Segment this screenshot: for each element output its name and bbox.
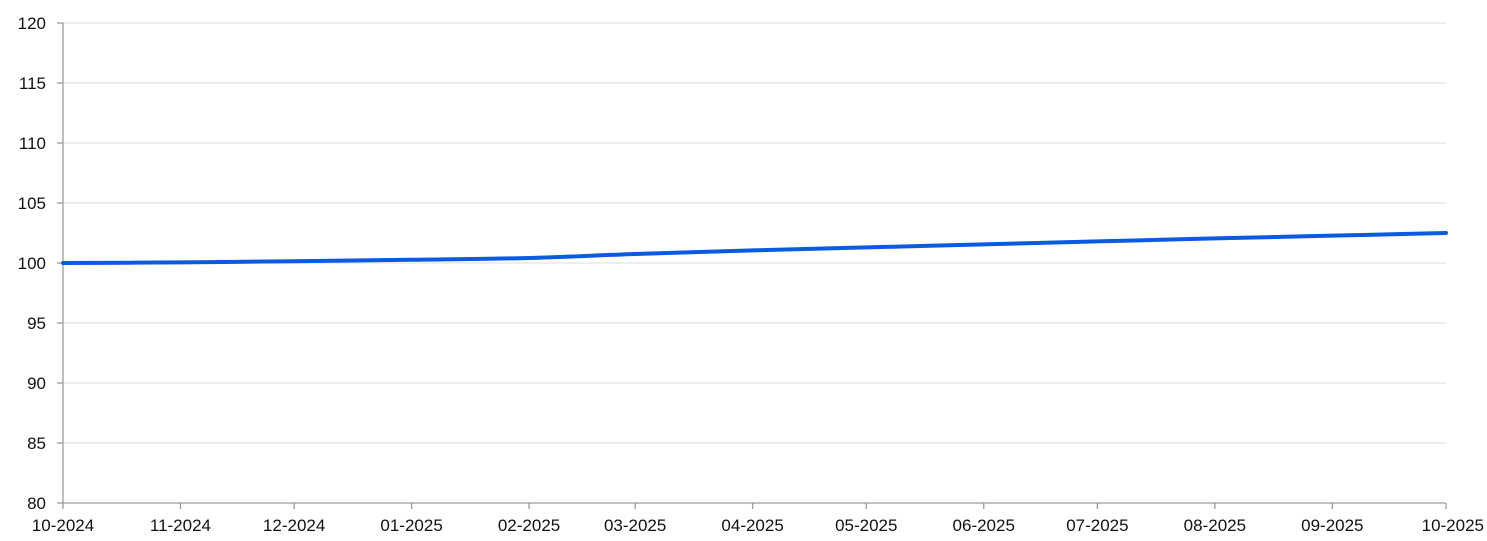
x-tick-label: 11-2024: [150, 516, 211, 535]
x-tick-label: 12-2024: [263, 516, 325, 535]
data-point: [1330, 234, 1334, 238]
x-tick-label: 02-2025: [498, 516, 560, 535]
x-tick-label: 01-2025: [380, 516, 442, 535]
data-point: [1444, 231, 1448, 235]
y-tick-label: 100: [18, 254, 46, 273]
series: [61, 231, 1448, 265]
x-tick-label: 06-2025: [953, 516, 1015, 535]
y-tick-label: 120: [18, 14, 46, 33]
y-tick-label: 95: [27, 314, 46, 333]
data-point: [178, 260, 182, 264]
x-tick-label: 04-2025: [721, 516, 783, 535]
data-point: [864, 245, 868, 249]
data-point: [1213, 236, 1217, 240]
data-point: [982, 242, 986, 246]
x-tick-label: 09-2025: [1301, 516, 1363, 535]
grid-lines: [63, 22, 1446, 444]
data-point: [1095, 239, 1099, 243]
data-point: [410, 258, 414, 262]
data-point: [292, 259, 296, 263]
x-tick-label: 10-2025: [1422, 516, 1484, 535]
tick-labels: 80 85 90 95 100 105 110 115 120 10-2024 11-2024 12-…: [18, 14, 1484, 535]
data-point: [61, 261, 65, 265]
axes: [57, 22, 1447, 509]
x-tick-label: 10-2024: [32, 516, 94, 535]
y-tick-label: 85: [27, 434, 46, 453]
y-tick-label: 110: [19, 134, 46, 153]
data-point: [527, 256, 531, 260]
data-point: [751, 248, 755, 252]
x-tick-label: 03-2025: [604, 516, 666, 535]
x-tick-label: 08-2025: [1184, 516, 1246, 535]
y-tick-label: 105: [18, 194, 46, 213]
y-tick-label: 90: [27, 374, 46, 393]
x-tick-label: 07-2025: [1066, 516, 1128, 535]
series-line: [61, 231, 1448, 265]
x-tick-label: 05-2025: [835, 516, 897, 535]
y-tick-label: 115: [19, 74, 46, 93]
y-tick-label: 80: [27, 494, 46, 513]
data-point: [633, 252, 637, 256]
